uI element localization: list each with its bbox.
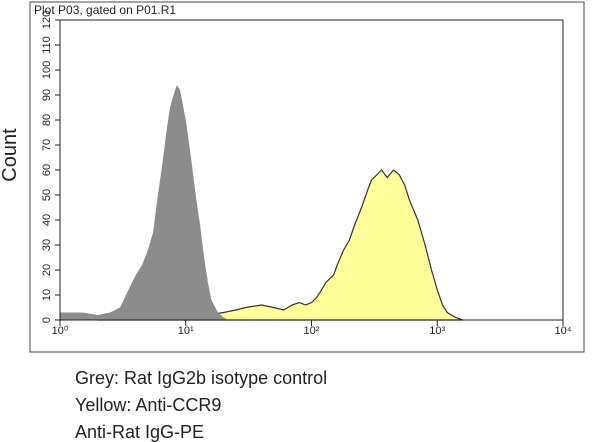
y-axis-label: Count: [0, 128, 21, 182]
y-tick-label: 100: [41, 61, 53, 79]
x-tick-label: 10⁰: [52, 325, 69, 337]
plot-border: [59, 19, 564, 321]
y-tick-label: 70: [41, 139, 53, 151]
chart-title: Plot P03, gated on P01.R1: [34, 3, 176, 17]
y-tick-label: 0: [41, 317, 53, 323]
x-tick-label: 10¹: [178, 325, 194, 337]
y-tick-label: 10: [41, 289, 53, 301]
histogram-area: [60, 85, 229, 320]
y-tick-label: 110: [41, 36, 53, 54]
y-tick-label: 60: [41, 164, 53, 176]
y-tick-label: 20: [41, 264, 53, 276]
x-tick-label: 10⁴: [555, 325, 572, 337]
y-tick-label: 40: [41, 214, 53, 226]
x-tick-label: 10²: [304, 325, 320, 337]
caption-line: Grey: Rat IgG2b isotype control: [75, 368, 327, 388]
y-tick-label: 120: [41, 11, 53, 29]
frame: [29, 1, 585, 353]
y-tick-label: 30: [41, 239, 53, 251]
y-tick-label: 90: [41, 89, 53, 101]
x-tick-label: 10³: [429, 325, 445, 337]
y-tick-label: 80: [41, 114, 53, 126]
caption-line: Anti-Rat IgG-PE: [75, 422, 204, 442]
caption-line: Yellow: Anti-CCR9: [75, 395, 221, 415]
y-tick-label: 50: [41, 189, 53, 201]
histogram-area: [97, 169, 464, 321]
